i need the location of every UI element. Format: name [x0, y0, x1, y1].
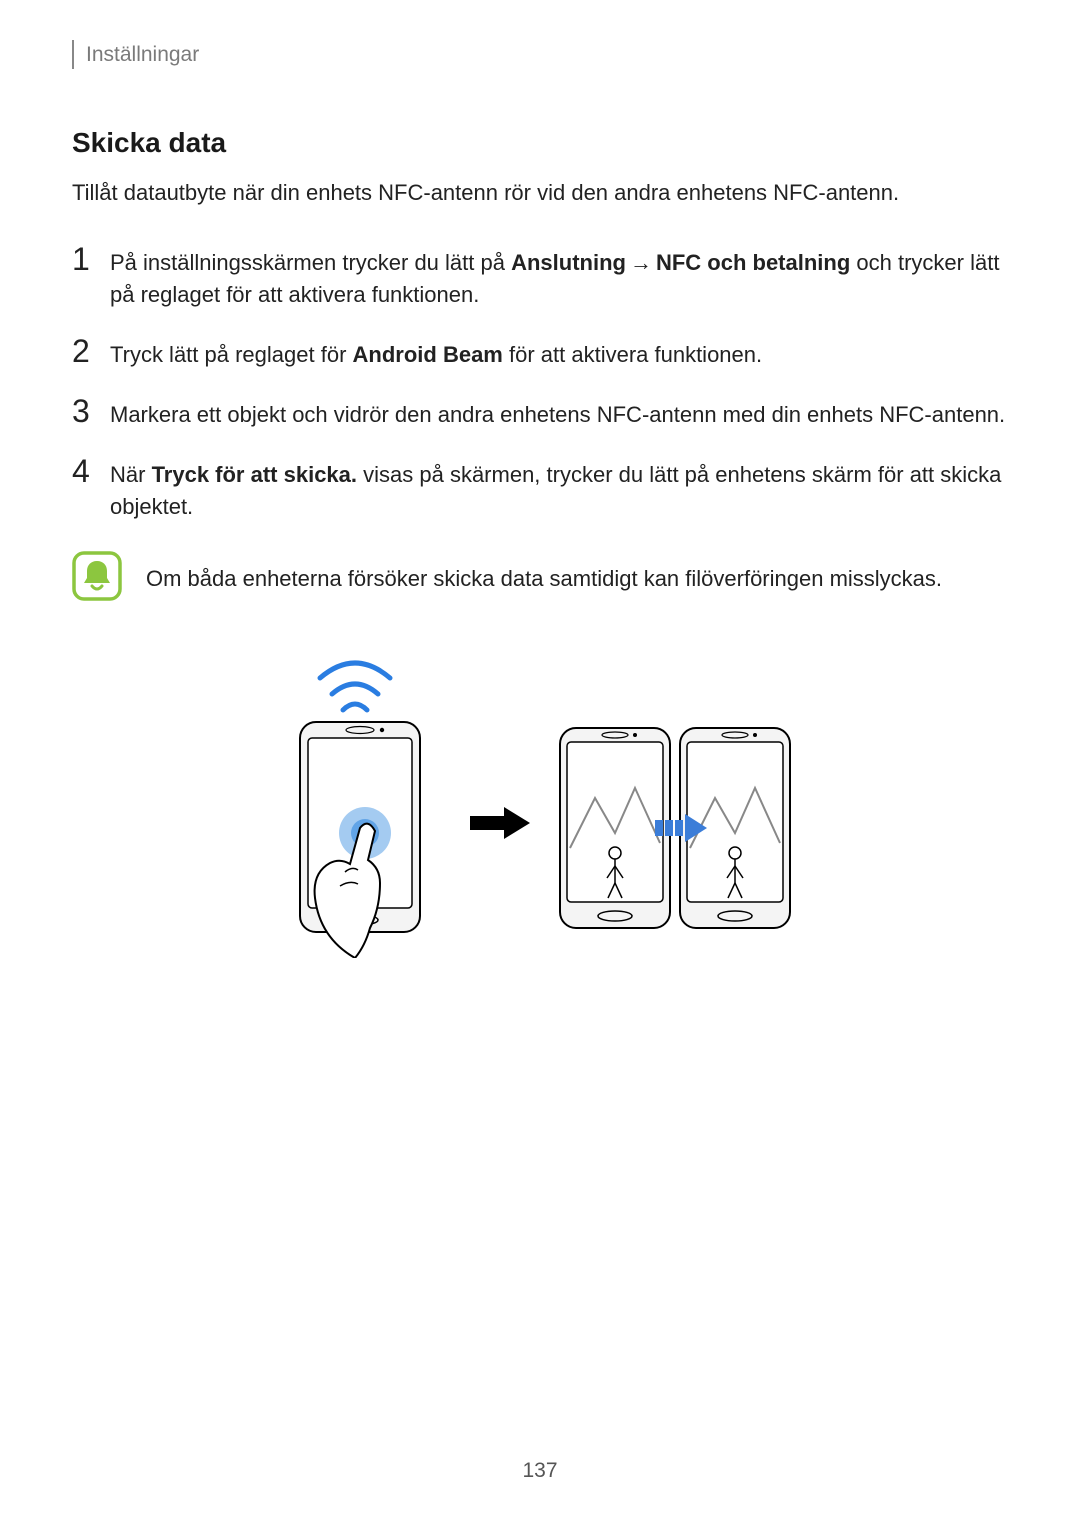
step-item: 1 På inställningsskärmen trycker du lätt…	[72, 243, 1008, 311]
step-item: 3 Markera ett objekt och vidrör den andr…	[72, 395, 1008, 431]
step-text: När Tryck för att skicka. visas på skärm…	[110, 455, 1008, 523]
intro-text: Tillåt datautbyte när din enhets NFC-ant…	[72, 177, 1008, 209]
page-number: 137	[0, 1459, 1080, 1483]
step-item: 2 Tryck lätt på reglaget för Android Bea…	[72, 335, 1008, 371]
step-text: Markera ett objekt och vidrör den andra …	[110, 395, 1005, 431]
step-item: 4 När Tryck för att skicka. visas på skä…	[72, 455, 1008, 523]
breadcrumb: Inställningar	[72, 40, 1008, 69]
note-icon	[72, 551, 122, 606]
step-number: 3	[72, 395, 110, 429]
step-text: Tryck lätt på reglaget för Android Beam …	[110, 335, 762, 371]
step-text: På inställningsskärmen trycker du lätt p…	[110, 243, 1008, 311]
step-number: 4	[72, 455, 110, 489]
step-list: 1 På inställningsskärmen trycker du lätt…	[72, 243, 1008, 522]
nfc-illustration	[72, 638, 1008, 958]
section-heading: Skicka data	[72, 127, 1008, 159]
note-text: Om båda enheterna försöker skicka data s…	[146, 551, 942, 595]
note-block: Om båda enheterna försöker skicka data s…	[72, 551, 1008, 606]
step-number: 2	[72, 335, 110, 369]
step-number: 1	[72, 243, 110, 277]
